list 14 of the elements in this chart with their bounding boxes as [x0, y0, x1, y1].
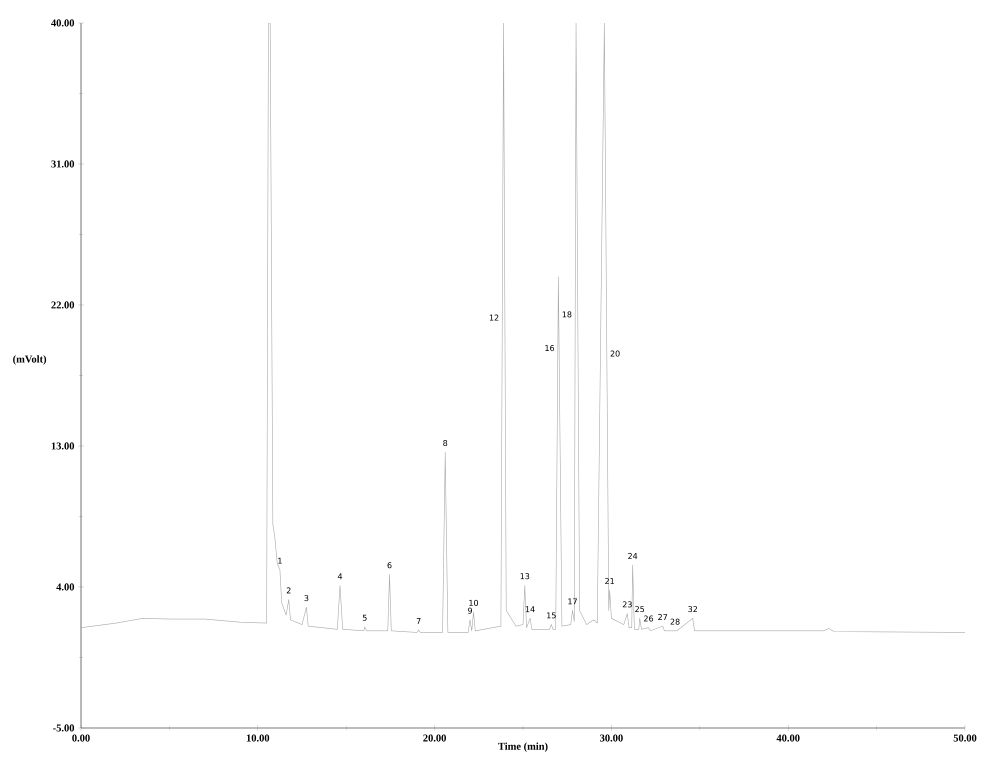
- x-tick-label: 10.00: [246, 734, 270, 742]
- y-tick-label: 13.00: [52, 442, 74, 450]
- y-tick-label: -5.00: [53, 724, 74, 732]
- y-tick-label: 31.00: [51, 160, 74, 168]
- x-tick-label: 0.00: [72, 734, 90, 742]
- x-tick-label: 20.00: [423, 734, 446, 742]
- y-axis-title: (mVolt): [13, 355, 46, 365]
- x-tick-label: 50.00: [954, 734, 976, 742]
- x-tick-label: 40.00: [776, 734, 800, 742]
- y-tick-label: 22.00: [51, 301, 74, 309]
- y-tick-label: 4.00: [56, 583, 74, 591]
- y-tick-label: 40.00: [51, 19, 74, 27]
- x-axis-title: Time (min): [498, 742, 548, 752]
- x-tick-label: 30.00: [600, 734, 623, 742]
